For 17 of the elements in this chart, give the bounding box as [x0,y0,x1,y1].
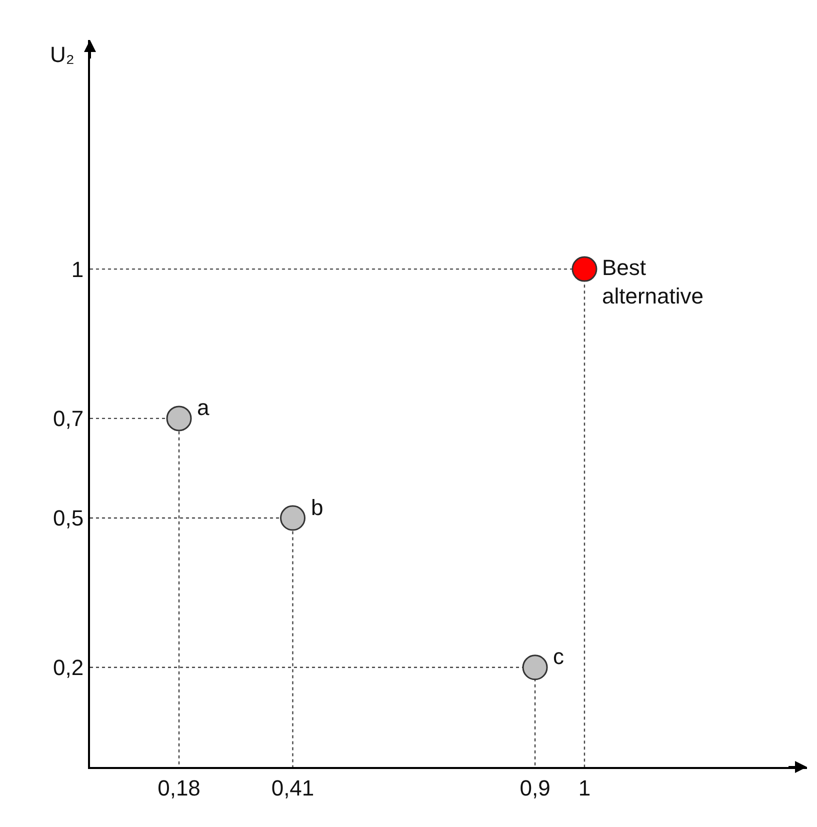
point [522,654,548,680]
y-axis-title: U₂ [50,42,74,67]
point [166,406,192,432]
annotation: Best alternative [602,255,704,309]
x-tick-label: 0,18 [158,775,200,800]
annotation: a [197,395,210,420]
annotation: c [553,644,564,669]
annotation: b [311,495,324,520]
point [280,505,306,531]
x-tick-label: 0,9 [520,775,550,800]
x-tick-label: 1 [578,775,591,800]
y-tick-label: 0,5 [53,506,84,531]
y-tick-label: 0,7 [53,406,84,432]
y-tick-label: 1 [71,256,84,282]
y-tick-label: 0,2 [53,655,84,680]
x-tick-label: 0,41 [271,775,314,800]
point [572,256,598,282]
